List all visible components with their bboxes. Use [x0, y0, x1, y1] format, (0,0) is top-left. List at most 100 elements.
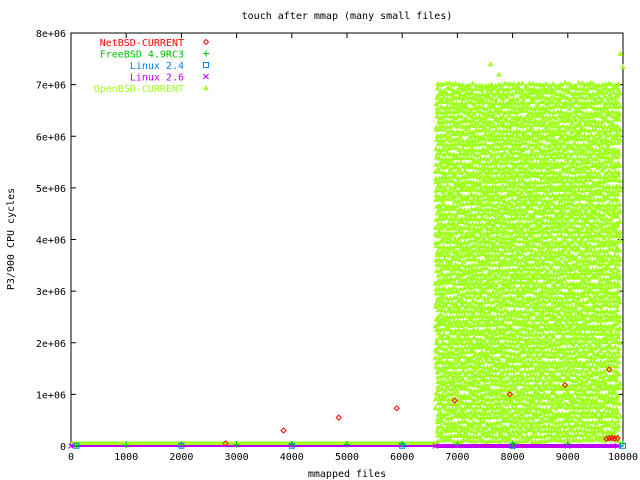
data-point: [519, 335, 525, 342]
data-point: [465, 321, 471, 327]
data-point: [595, 418, 602, 424]
data-point: [548, 265, 554, 271]
data-point: [616, 325, 623, 331]
data-point: [616, 272, 623, 278]
data-point: [478, 292, 484, 299]
data-point: [435, 256, 442, 262]
data-point: [591, 169, 598, 175]
data-point: [553, 298, 560, 304]
data-point: [555, 353, 562, 359]
data-point: [485, 298, 492, 304]
data-point: [584, 399, 591, 406]
data-point: [443, 289, 449, 295]
data-point: [580, 347, 587, 354]
data-point: [529, 427, 536, 433]
data-point: [560, 334, 567, 341]
data-point: [608, 331, 615, 337]
data-point: [574, 325, 580, 331]
data-point: [506, 220, 513, 226]
x-tick-label: 9000: [556, 452, 580, 463]
data-point: [462, 267, 469, 273]
data-point: [513, 270, 520, 277]
data-point: [518, 358, 524, 364]
data-point: [568, 392, 575, 398]
data-point: [573, 420, 579, 426]
data-point: [488, 401, 495, 407]
x-tick-label: 5000: [335, 452, 359, 463]
data-point: [496, 266, 503, 272]
data-point: [520, 286, 527, 292]
data-point: [561, 307, 568, 313]
data-point: [593, 316, 599, 322]
data-point: [535, 399, 542, 405]
data-point: [603, 381, 610, 388]
data-point: [464, 335, 471, 341]
data-point: [478, 399, 485, 405]
data-point: [459, 302, 466, 308]
data-point: [570, 297, 577, 303]
data-point: [571, 294, 578, 300]
data-point: [521, 308, 528, 314]
data-point: [451, 420, 458, 426]
data-point: [517, 298, 524, 304]
data-point: [449, 359, 456, 366]
data-point: [561, 358, 568, 364]
data-point: [589, 419, 596, 425]
data-point: [516, 321, 523, 327]
data-point: [502, 330, 508, 337]
data-point: [446, 304, 453, 311]
data-point: [616, 400, 623, 406]
data-point: [433, 390, 440, 396]
data-point: [611, 279, 618, 285]
data-point: [499, 432, 506, 438]
data-point: [558, 255, 565, 261]
data-point: [455, 335, 462, 341]
data-point: [581, 423, 588, 429]
data-point: [584, 311, 591, 318]
data-point: [515, 339, 522, 345]
linux26-band: [435, 444, 618, 448]
data-point: [597, 358, 604, 365]
data-point: [598, 281, 605, 287]
x-tick-label: 2000: [169, 452, 193, 463]
data-point: [559, 339, 566, 345]
data-point: [609, 334, 615, 340]
data-point: [616, 256, 623, 262]
data-point: [592, 397, 599, 403]
data-point: [615, 334, 622, 340]
x-tick-label: 0: [68, 452, 74, 463]
data-point: [471, 419, 478, 425]
data-point: [432, 280, 439, 286]
data-point: [570, 344, 577, 351]
data-point: [539, 352, 546, 359]
data-point: [529, 362, 536, 368]
data-point: [587, 354, 594, 360]
data-point: [482, 409, 489, 415]
data-point: [615, 417, 622, 423]
data-point: [557, 321, 564, 327]
data-point: [505, 410, 512, 416]
data-point: [557, 345, 563, 351]
data-point: [456, 290, 463, 297]
data-point: [568, 312, 575, 318]
data-point: [467, 307, 474, 314]
data-point: [541, 321, 548, 327]
data-point: [579, 366, 586, 372]
data-point: [335, 414, 342, 421]
data-point: [564, 320, 571, 326]
data-point: [504, 270, 511, 276]
data-point: [526, 353, 533, 359]
data-point: [478, 349, 485, 355]
data-point: [447, 436, 454, 443]
data-point: [564, 325, 571, 331]
data-point: [551, 390, 558, 396]
data-point: [616, 103, 623, 109]
data-point: [567, 349, 574, 355]
data-point: [440, 252, 446, 258]
data-point: [591, 325, 598, 331]
data-point: [508, 311, 515, 317]
data-point: [614, 392, 621, 398]
data-point: [446, 353, 453, 359]
data-point: [551, 260, 558, 266]
data-point: [473, 409, 480, 415]
